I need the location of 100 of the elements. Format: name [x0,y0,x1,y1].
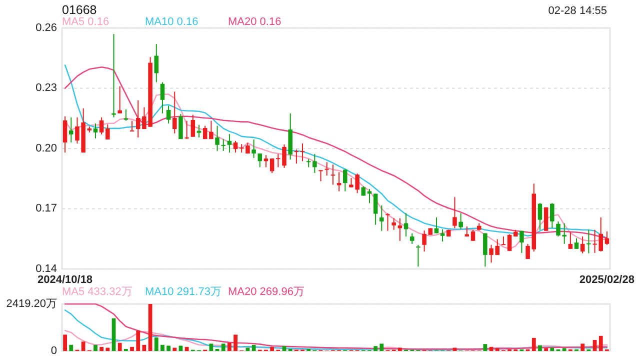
bar [246,348,250,351]
candlestick [483,232,488,268]
candlestick [300,142,305,162]
candlestick [202,125,208,140]
text: 02-28 14:55 [548,5,607,17]
bar [398,348,402,351]
bar [452,348,457,351]
candlestick [501,236,506,246]
bar [532,338,536,351]
bar [148,304,152,351]
candlestick [386,212,390,232]
candlestick [178,113,183,140]
candlestick [106,124,110,140]
candlestick [112,34,116,118]
y-tick-label: 0.17 [36,202,57,215]
bar [495,348,500,351]
candlestick [452,196,457,229]
y-tick-label: 0.26 [36,22,57,34]
y-tick-label: 0.14 [36,262,57,275]
candlestick [404,212,408,237]
bar [270,346,274,351]
bar [166,346,171,351]
bar [544,348,548,351]
text: MA10 0.16 [145,16,198,28]
candlestick [434,216,439,234]
candlestick [184,120,189,140]
candlestick [330,164,336,186]
bar [562,348,566,351]
candlestick [93,122,98,139]
bar [94,344,98,351]
candlestick [470,229,476,242]
candlestick [580,236,585,254]
y-tick-label: 2419.20万 [6,298,57,310]
bar [160,344,164,351]
bar [580,344,585,351]
candlestick [190,114,196,138]
candlestick [507,234,512,252]
candlestick [324,162,329,176]
bar [81,342,86,351]
text: MA10 291.73万 [145,286,222,298]
candlestick [550,202,554,229]
candlestick [270,158,274,174]
bar [209,344,214,351]
candlestick [410,232,414,244]
candlestick [99,116,104,135]
candlestick [252,138,256,158]
candlestick [172,91,177,134]
bar [221,344,226,351]
y-tick-label: 0.23 [36,82,57,94]
candlestick [544,206,548,232]
candlestick [373,193,378,226]
candlestick [318,170,323,182]
bar [118,342,122,351]
x-tick-label: 2025/02/28 [579,274,634,286]
candlestick [130,120,134,132]
candlestick [62,116,68,154]
bar [130,346,134,351]
candlestick [416,244,420,268]
bar [100,346,104,351]
text: MA20 0.16 [228,16,282,28]
candlestick [233,140,238,154]
bar [234,334,238,351]
candlestick [118,86,122,114]
bar [154,338,158,351]
candlestick [166,105,171,124]
candlestick [538,202,542,230]
text: MA20 269.96万 [228,286,304,298]
candlestick [294,149,299,164]
bar [598,336,603,351]
candlestick [69,116,74,143]
chart-title: 01668 [62,3,97,17]
bar [483,344,488,351]
candlestick [343,169,348,192]
candlestick [196,124,202,138]
candlestick [520,230,524,254]
candlestick [392,218,396,230]
bar [227,342,232,351]
candlestick [568,232,573,250]
candlestick [586,229,591,254]
bar [63,334,67,351]
y-tick-label: 0.20 [36,142,57,154]
candlestick [336,172,342,192]
candlestick [227,134,232,154]
candlestick [312,153,317,174]
candlestick [458,212,463,230]
bar [106,348,110,351]
text: MA5 433.32万 [62,286,132,298]
candlestick [209,120,214,140]
bar [184,346,189,351]
bar [172,348,177,351]
candlestick [604,230,610,246]
candlestick [154,44,159,83]
candlestick [136,100,140,138]
candlestick [258,153,262,168]
bar [136,330,140,351]
bar [178,346,183,351]
candlestick [526,243,530,260]
candlestick [380,204,384,232]
text: MA5 0.16 [62,16,110,28]
bar [380,344,384,351]
